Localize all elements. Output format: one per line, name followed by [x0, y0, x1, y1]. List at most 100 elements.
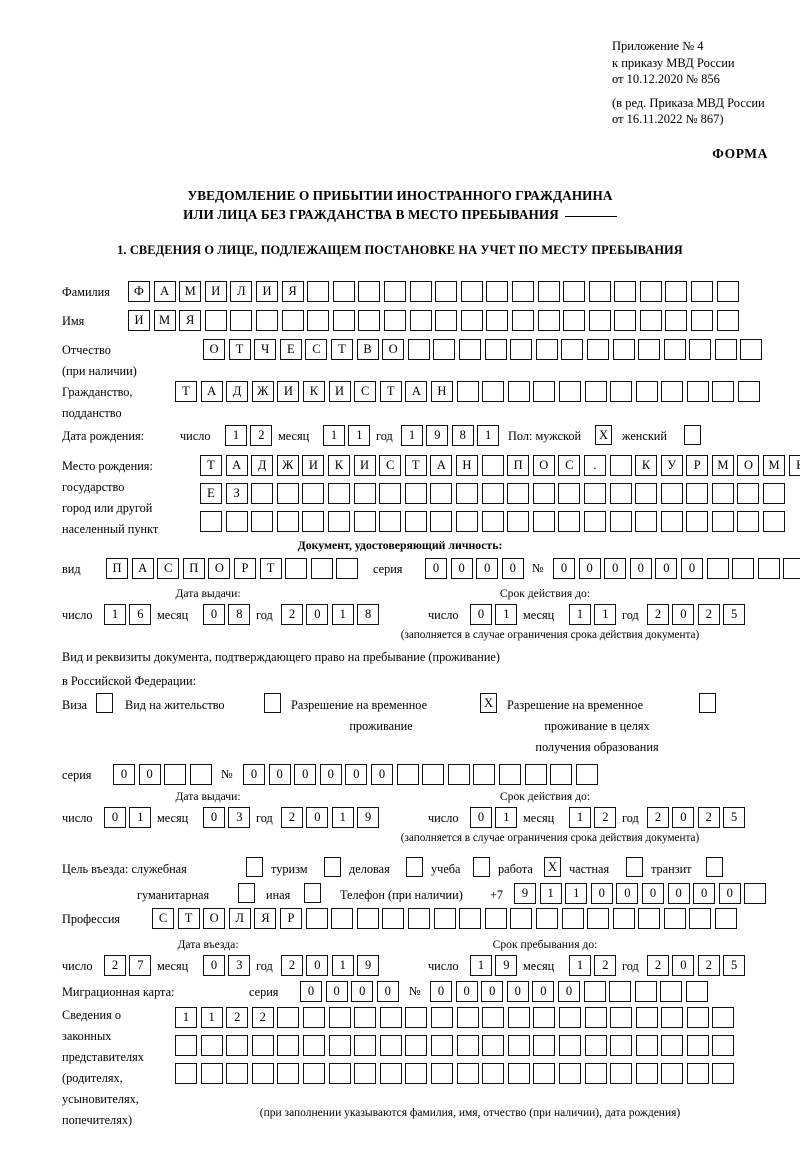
char-cell[interactable]	[634, 981, 657, 1002]
char-cell[interactable]	[356, 908, 379, 929]
char-cell[interactable]	[686, 1063, 709, 1084]
purpose-work-checkbox[interactable]: X	[544, 857, 561, 877]
char-cell[interactable]: 0	[693, 883, 716, 904]
visa-checkbox[interactable]	[96, 693, 113, 713]
char-cell[interactable]: 0	[501, 558, 524, 579]
char-cell[interactable]	[661, 1035, 684, 1056]
char-cell[interactable]: 0	[616, 883, 639, 904]
char-cell[interactable]: С	[354, 381, 377, 402]
char-cell[interactable]	[302, 1063, 325, 1084]
char-cell[interactable]	[558, 1035, 581, 1056]
char-cell[interactable]	[635, 511, 658, 532]
char-cell[interactable]	[663, 908, 686, 929]
char-cell[interactable]	[302, 511, 325, 532]
char-cell[interactable]	[336, 558, 359, 579]
char-cell[interactable]: Т	[404, 455, 427, 476]
char-cell[interactable]	[740, 339, 763, 360]
char-cell[interactable]	[482, 1035, 505, 1056]
char-cell[interactable]	[379, 1007, 402, 1028]
char-cell[interactable]	[307, 310, 330, 331]
char-cell[interactable]: А	[430, 455, 453, 476]
char-cell[interactable]: А	[131, 558, 154, 579]
char-cell[interactable]: К	[635, 455, 658, 476]
char-cell[interactable]: 0	[351, 981, 374, 1002]
char-cell[interactable]	[460, 281, 483, 302]
char-cell[interactable]: А	[153, 281, 176, 302]
char-cell[interactable]	[691, 310, 714, 331]
char-cell[interactable]	[663, 339, 686, 360]
char-cell[interactable]: 5	[723, 604, 746, 625]
char-cell[interactable]	[281, 310, 304, 331]
char-cell[interactable]	[661, 1063, 684, 1084]
char-cell[interactable]: 0	[138, 764, 161, 785]
char-cell[interactable]: Ж	[251, 381, 274, 402]
char-cell[interactable]	[379, 483, 402, 504]
char-cell[interactable]	[328, 1035, 351, 1056]
char-cell[interactable]	[612, 908, 635, 929]
char-cell[interactable]	[706, 558, 729, 579]
char-cell[interactable]	[711, 511, 734, 532]
char-cell[interactable]: 2	[594, 807, 617, 828]
char-cell[interactable]	[511, 310, 534, 331]
char-cell[interactable]: 2	[647, 955, 669, 976]
char-cell[interactable]	[535, 908, 558, 929]
char-cell[interactable]	[686, 1035, 709, 1056]
char-cell[interactable]: Р	[279, 908, 302, 929]
char-cell[interactable]	[587, 908, 610, 929]
char-cell[interactable]	[783, 558, 800, 579]
char-cell[interactable]	[737, 483, 760, 504]
char-cell[interactable]	[550, 764, 573, 785]
char-cell[interactable]: С	[157, 558, 180, 579]
char-cell[interactable]: К	[327, 455, 350, 476]
char-cell[interactable]	[353, 511, 376, 532]
char-cell[interactable]	[276, 511, 299, 532]
legal-rep-row-3-grid[interactable]	[175, 1063, 735, 1084]
char-cell[interactable]	[175, 1063, 197, 1084]
char-cell[interactable]: 0	[243, 764, 265, 785]
char-cell[interactable]: 1	[539, 883, 562, 904]
char-cell[interactable]: 0	[300, 981, 322, 1002]
char-cell[interactable]	[639, 310, 662, 331]
char-cell[interactable]: 0	[306, 807, 329, 828]
char-cell[interactable]	[430, 1035, 453, 1056]
char-cell[interactable]: И	[328, 381, 351, 402]
char-cell[interactable]: З	[225, 483, 248, 504]
char-cell[interactable]	[665, 281, 688, 302]
char-cell[interactable]: 2	[226, 1007, 249, 1028]
char-cell[interactable]	[332, 310, 355, 331]
char-cell[interactable]	[482, 381, 505, 402]
char-cell[interactable]: 0	[506, 981, 529, 1002]
char-cell[interactable]	[635, 381, 658, 402]
char-cell[interactable]: .	[583, 455, 606, 476]
char-cell[interactable]: 1	[200, 1007, 223, 1028]
char-cell[interactable]: 1	[104, 604, 126, 625]
char-cell[interactable]	[712, 381, 735, 402]
char-cell[interactable]: Л	[228, 908, 251, 929]
char-cell[interactable]	[396, 764, 419, 785]
char-cell[interactable]	[459, 908, 482, 929]
char-cell[interactable]: 1	[470, 955, 492, 976]
char-cell[interactable]	[510, 339, 533, 360]
char-cell[interactable]	[507, 483, 530, 504]
char-cell[interactable]	[435, 281, 458, 302]
purpose-private-checkbox[interactable]	[626, 857, 643, 877]
char-cell[interactable]	[524, 764, 547, 785]
char-cell[interactable]	[714, 339, 737, 360]
char-cell[interactable]	[744, 883, 767, 904]
char-cell[interactable]: И	[255, 281, 278, 302]
char-cell[interactable]	[763, 483, 786, 504]
char-cell[interactable]: 0	[557, 981, 580, 1002]
char-cell[interactable]	[277, 1035, 300, 1056]
char-cell[interactable]	[686, 381, 709, 402]
char-cell[interactable]	[200, 1035, 223, 1056]
char-cell[interactable]	[510, 908, 533, 929]
char-cell[interactable]	[456, 1007, 479, 1028]
